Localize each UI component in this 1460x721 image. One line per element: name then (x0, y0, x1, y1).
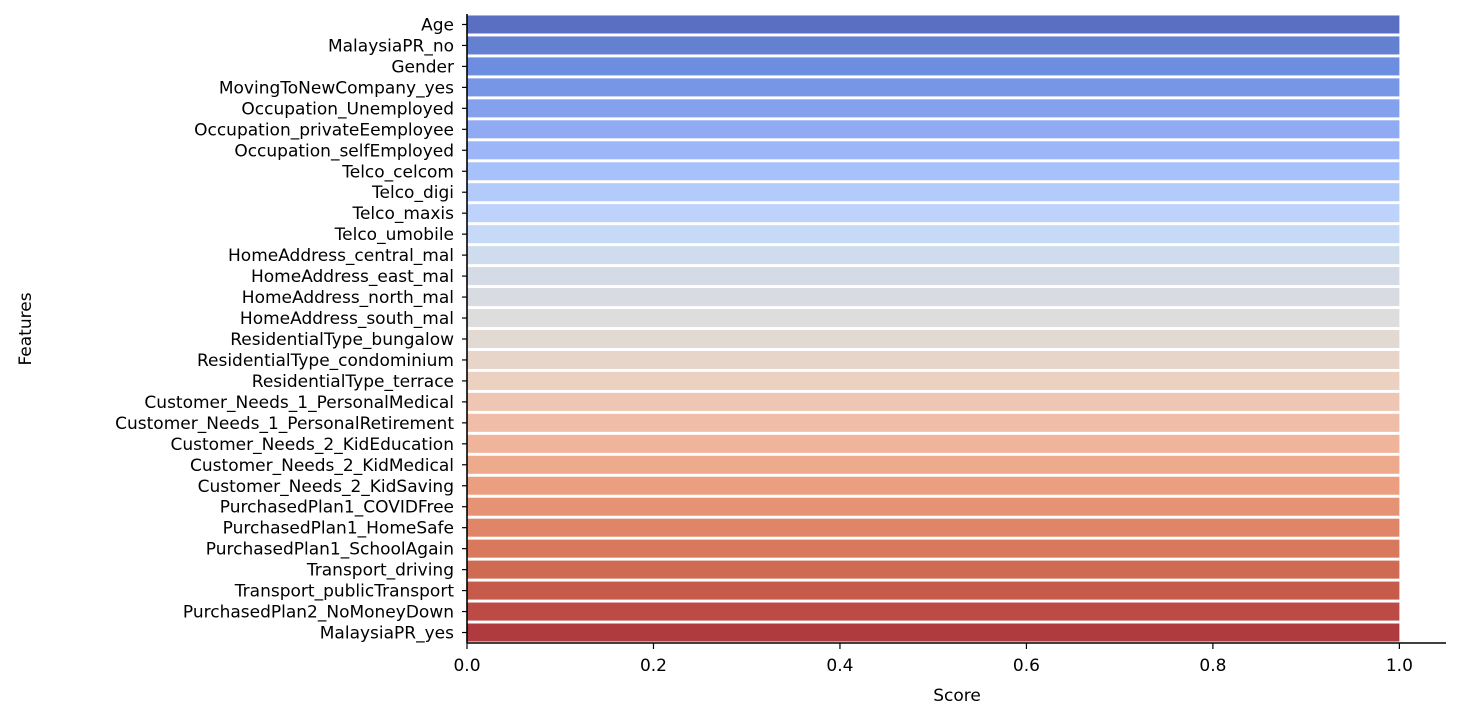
y-tick-label: ResidentialType_terrace (252, 372, 454, 392)
y-tick-label: Telco_maxis (351, 204, 454, 224)
y-tick-label: PurchasedPlan1_HomeSafe (223, 519, 454, 539)
y-tick-label: MalaysiaPR_no (328, 36, 454, 56)
y-tick-label: Occupation_privateEemployee (194, 120, 454, 140)
y-tick-label: Telco_umobile (334, 225, 454, 245)
y-tick-label: Customer_Needs_1_PersonalMedical (144, 393, 454, 413)
y-tick-label: Transport_publicTransport (234, 582, 455, 602)
bar-Transport_publicTransport (467, 581, 1400, 600)
bar-MalaysiaPR_no (467, 36, 1400, 55)
bar-Customer_Needs_2_KidEducation (467, 434, 1400, 453)
x-tick-label: 0.4 (826, 656, 853, 676)
y-tick-label: Telco_digi (371, 183, 454, 203)
y-tick-label: Occupation_selfEmployed (234, 141, 454, 161)
y-tick-label: Age (421, 15, 454, 35)
bar-Gender (467, 57, 1400, 76)
x-tick-label: 0.6 (1013, 656, 1040, 676)
bar-PurchasedPlan1_SchoolAgain (467, 539, 1400, 558)
bar-Customer_Needs_1_PersonalMedical (467, 392, 1400, 411)
y-tick-label: HomeAddress_east_mal (251, 267, 454, 287)
y-tick-labels: AgeMalaysiaPR_noGenderMovingToNewCompany… (115, 15, 467, 644)
y-tick-label: PurchasedPlan1_COVIDFree (220, 498, 454, 518)
y-tick-label: Customer_Needs_2_KidSaving (198, 477, 454, 497)
y-tick-label: Telco_celcom (341, 162, 454, 182)
y-tick-label: HomeAddress_south_mal (240, 309, 454, 329)
bar-Occupation_selfEmployed (467, 141, 1400, 160)
x-ticks: 0.0 0.2 0.4 0.6 0.8 1.0 (453, 643, 1413, 676)
bar-PurchasedPlan1_HomeSafe (467, 518, 1400, 537)
y-tick-label: Customer_Needs_2_KidEducation (171, 435, 454, 455)
y-tick-label: Gender (391, 57, 454, 77)
bar-MalaysiaPR_yes (467, 623, 1400, 642)
bar-HomeAddress_east_mal (467, 267, 1400, 286)
bar-Telco_digi (467, 183, 1400, 202)
x-tick-label: 0.8 (1199, 656, 1226, 676)
bar-Customer_Needs_2_KidSaving (467, 476, 1400, 495)
x-axis-title: Score (933, 686, 981, 706)
bar-HomeAddress_north_mal (467, 288, 1400, 307)
y-tick-label: Transport_driving (306, 561, 454, 581)
x-tick-label: 1.0 (1386, 656, 1413, 676)
x-tick-label: 0.2 (640, 656, 667, 676)
bar-Age (467, 15, 1400, 34)
y-tick-label: Customer_Needs_2_KidMedical (190, 456, 454, 476)
bar-Telco_celcom (467, 162, 1400, 181)
y-tick-label: PurchasedPlan2_NoMoneyDown (183, 603, 454, 623)
y-tick-label: Customer_Needs_1_PersonalRetirement (115, 414, 454, 434)
bar-group (467, 15, 1400, 642)
y-axis-title: Features (16, 292, 36, 365)
x-tick-label: 0.0 (453, 656, 480, 676)
bar-PurchasedPlan2_NoMoneyDown (467, 602, 1400, 621)
y-tick-label: ResidentialType_condominium (197, 351, 454, 371)
y-tick-label: HomeAddress_central_mal (228, 246, 454, 266)
bar-Customer_Needs_1_PersonalRetirement (467, 413, 1400, 432)
bar-ResidentialType_condominium (467, 350, 1400, 369)
bar-HomeAddress_central_mal (467, 246, 1400, 265)
y-tick-label: MovingToNewCompany_yes (219, 78, 454, 98)
y-tick-label: ResidentialType_bungalow (230, 330, 454, 350)
bar-Customer_Needs_2_KidMedical (467, 455, 1400, 474)
bar-PurchasedPlan1_COVIDFree (467, 497, 1400, 516)
bar-ResidentialType_bungalow (467, 329, 1400, 348)
bar-Telco_umobile (467, 225, 1400, 244)
bar-Telco_maxis (467, 204, 1400, 223)
y-tick-label: MalaysiaPR_yes (320, 624, 454, 644)
bar-MovingToNewCompany_yes (467, 78, 1400, 97)
y-tick-label: HomeAddress_north_mal (242, 288, 454, 308)
bar-Occupation_Unemployed (467, 99, 1400, 118)
y-tick-label: PurchasedPlan1_SchoolAgain (206, 540, 454, 560)
y-tick-label: Occupation_Unemployed (241, 99, 454, 119)
bar-Transport_driving (467, 560, 1400, 579)
bar-Occupation_privateEemployee (467, 120, 1400, 139)
bar-ResidentialType_terrace (467, 371, 1400, 390)
bar-HomeAddress_south_mal (467, 309, 1400, 328)
